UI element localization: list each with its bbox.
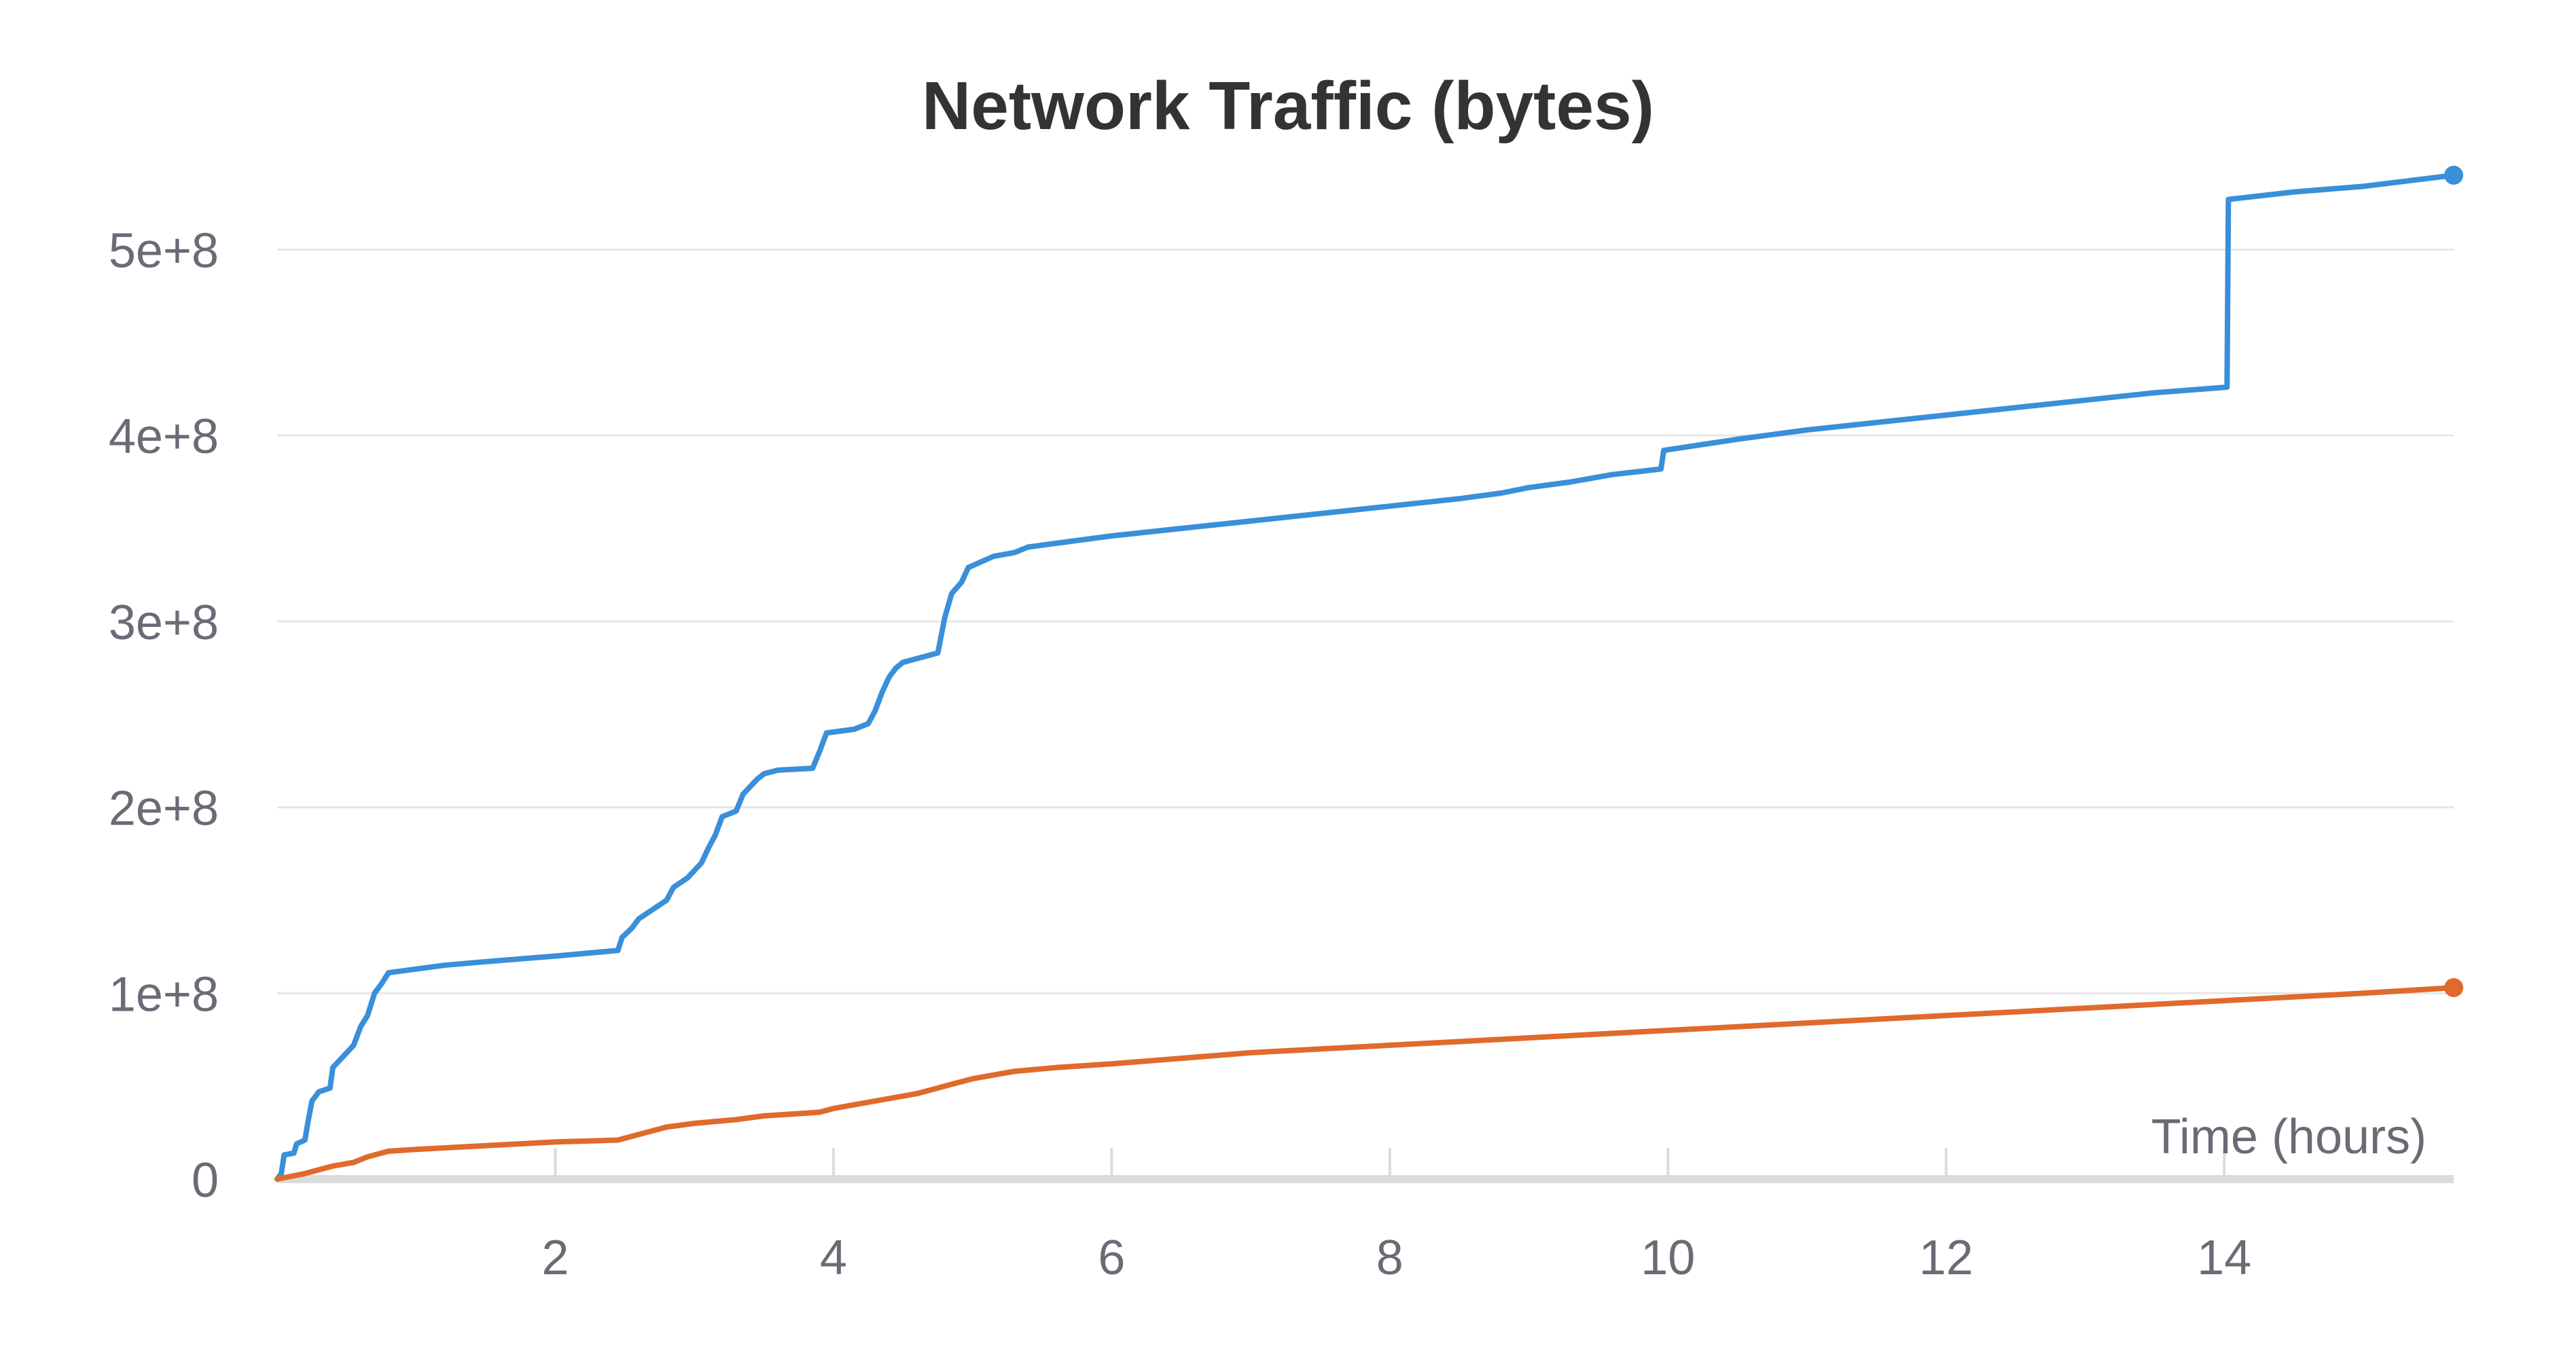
x-tick-label: 4 [820,1231,847,1285]
y-tick-label: 1e+8 [109,967,219,1022]
x-tick-label: 14 [2197,1231,2251,1285]
series-lines [274,166,2463,1182]
x-axis-ticks: 2 4 6 8 10 12 14 [541,1148,2251,1285]
y-gridlines [277,248,2454,994]
x-tick-label: 2 [541,1231,569,1285]
x-axis-title: Time (hours) [2151,1110,2427,1164]
y-axis-tick-labels: 0 1e+8 2e+8 3e+8 4e+8 5e+8 [109,223,219,1208]
x-tick-label: 10 [1641,1231,1695,1285]
x-tick-label: 8 [1376,1231,1403,1285]
series-end-marker-1 [2444,166,2463,185]
chart-title: Network Traffic (bytes) [922,68,1654,144]
x-tick-label: 6 [1098,1231,1125,1285]
y-tick-label: 4e+8 [109,410,219,464]
x-tick-label: 12 [1919,1231,1973,1285]
series-line-2 [274,985,2456,1182]
y-tick-label: 5e+8 [109,223,219,278]
series-end-marker-2 [2444,978,2463,998]
y-tick-label: 0 [192,1153,219,1208]
y-tick-label: 2e+8 [109,782,219,836]
y-tick-label: 3e+8 [109,596,219,650]
series-line-1 [274,173,2456,1182]
